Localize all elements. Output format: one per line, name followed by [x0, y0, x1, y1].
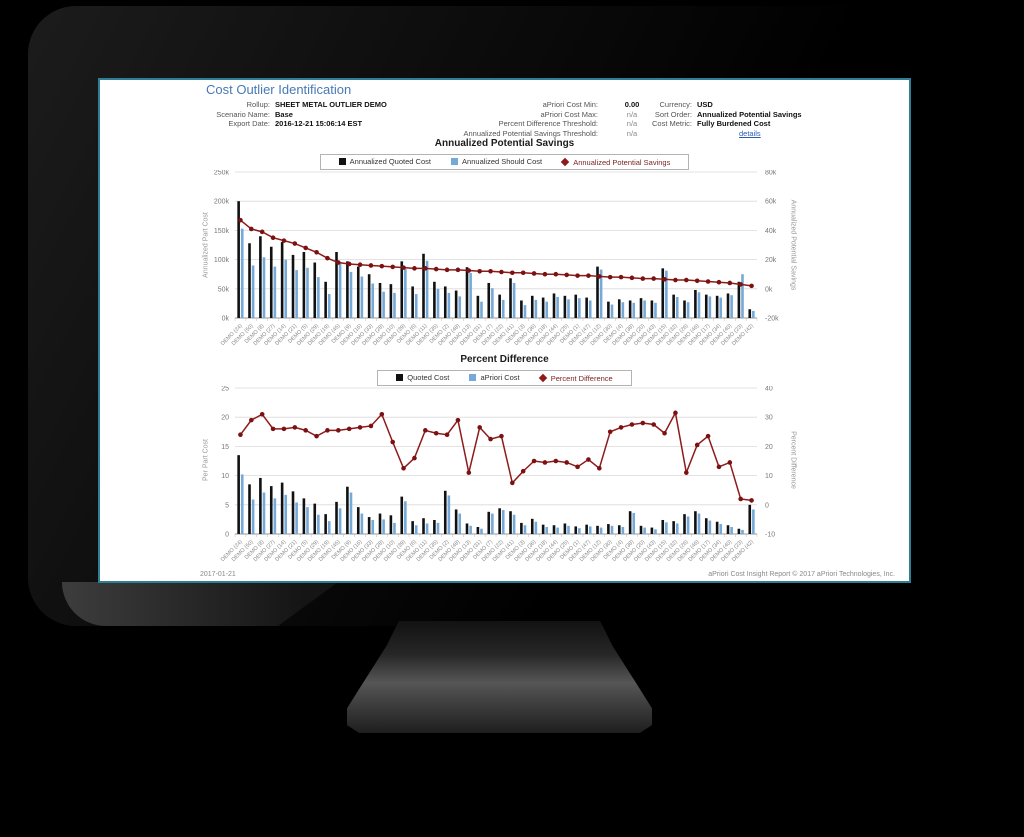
rollup-label: Rollup: [246, 100, 270, 109]
svg-text:150k: 150k [214, 228, 230, 235]
svg-text:-10: -10 [765, 532, 775, 539]
apriori-cost-min-value: 0.00 [624, 100, 640, 109]
svg-text:10: 10 [765, 473, 773, 480]
svg-text:25: 25 [221, 386, 229, 393]
svg-text:0: 0 [225, 532, 229, 539]
scenario-name-value: Base [275, 109, 293, 119]
percent-diff-marker-icon [538, 373, 547, 383]
export-date-label: Export Date: [228, 119, 270, 129]
header-right-block: Currency: USD Sort Order: Annualized Poten… [570, 100, 802, 138]
svg-text:20: 20 [765, 444, 773, 451]
legend-label-quoted: Annualized Quoted Cost [349, 157, 431, 166]
svg-text:250k: 250k [214, 170, 230, 177]
percent-difference-threshold-label: Percent Difference Threshold: [498, 119, 598, 129]
scenario-name-label: Scenario Name: [216, 109, 270, 119]
cost-metric-value: Fully Burdened Cost [697, 119, 771, 129]
svg-text:80k: 80k [765, 170, 777, 177]
cost-metric-label: Cost Metric: [651, 119, 692, 129]
chart1-canvas: 0k50k100k150k200k250k-20k0k20k40k60k80kD… [214, 170, 779, 347]
page-title: Cost Outlier Identification [206, 82, 352, 97]
chart2-legend: Quoted Cost aPriori Cost Percent Differe… [100, 368, 909, 386]
legend-label-should: Annualized Should Cost [462, 157, 543, 166]
chart1-title: Annualized Potential Savings [434, 138, 575, 149]
svg-text:40k: 40k [765, 228, 777, 235]
footer-copyright: aPriori Cost Insight Report © 2017 aPrio… [708, 571, 895, 578]
svg-text:10: 10 [221, 473, 229, 480]
savings-marker-icon [560, 157, 570, 167]
export-date-value: 2016-12-21 15:06:14 EST [275, 119, 363, 129]
legend-label-savings: Annualized Potential Savings [573, 157, 671, 167]
report-page: Cost Outlier Identification Rollup: SHEET… [98, 78, 911, 583]
monitor-chin-highlight [62, 582, 338, 626]
chart1-legend: Annualized Quoted Cost Annualized Should… [100, 152, 909, 170]
legend-label-percent-diff: Percent Difference [550, 373, 613, 383]
apriori-cost-min-label: aPriori Cost Min: [542, 100, 598, 109]
annualized-potential-savings-threshold-label: Annualized Potential Savings Threshold: [463, 128, 598, 138]
header-left-block: Rollup: SHEET METAL OUTLIER DEMO Scenario… [120, 100, 387, 129]
svg-text:50k: 50k [218, 286, 230, 293]
legend-label-apriori: aPriori Cost [480, 373, 520, 382]
svg-text:20: 20 [221, 415, 229, 422]
quoted-cost-swatch [338, 158, 346, 165]
percent-difference-threshold-value: n/a [626, 119, 638, 129]
monitor-stand [347, 621, 652, 733]
svg-text:60k: 60k [765, 199, 777, 206]
svg-text:200k: 200k [214, 199, 230, 206]
apriori-cost-swatch [469, 374, 477, 381]
svg-text:-20k: -20k [765, 316, 779, 323]
apriori-cost-max-label: aPriori Cost Max: [540, 109, 598, 119]
details-link[interactable]: details [739, 128, 761, 138]
svg-text:40: 40 [765, 386, 773, 393]
svg-text:20k: 20k [765, 257, 777, 264]
svg-text:15: 15 [221, 444, 229, 451]
svg-text:5: 5 [225, 502, 229, 509]
svg-text:0k: 0k [222, 316, 230, 323]
footer-date: 2017-01-21 [200, 571, 236, 578]
apriori-cost-max-value: n/a [626, 109, 638, 119]
header-middle-block: aPriori Cost Min: 0.00 aPriori Cost Max: n… [430, 100, 661, 138]
svg-text:100k: 100k [214, 257, 230, 264]
svg-text:0k: 0k [765, 286, 773, 293]
legend-label-quoted2: Quoted Cost [407, 373, 450, 382]
monitor-bezel: Cost Outlier Identification Rollup: SHEET… [28, 6, 992, 626]
quoted-cost-swatch [396, 374, 404, 381]
svg-text:30: 30 [765, 415, 773, 422]
currency-label: Currency: [659, 100, 692, 109]
sort-order-value: Annualized Potential Savings [697, 109, 802, 119]
sort-order-label: Sort Order: [654, 109, 692, 119]
annualized-potential-savings-threshold-value: n/a [626, 128, 638, 138]
rollup-value: SHEET METAL OUTLIER DEMO [275, 100, 387, 109]
should-cost-swatch [451, 158, 459, 165]
chart2-title: Percent Difference [460, 354, 549, 365]
currency-value: USD [697, 100, 713, 109]
svg-text:0: 0 [765, 502, 769, 509]
